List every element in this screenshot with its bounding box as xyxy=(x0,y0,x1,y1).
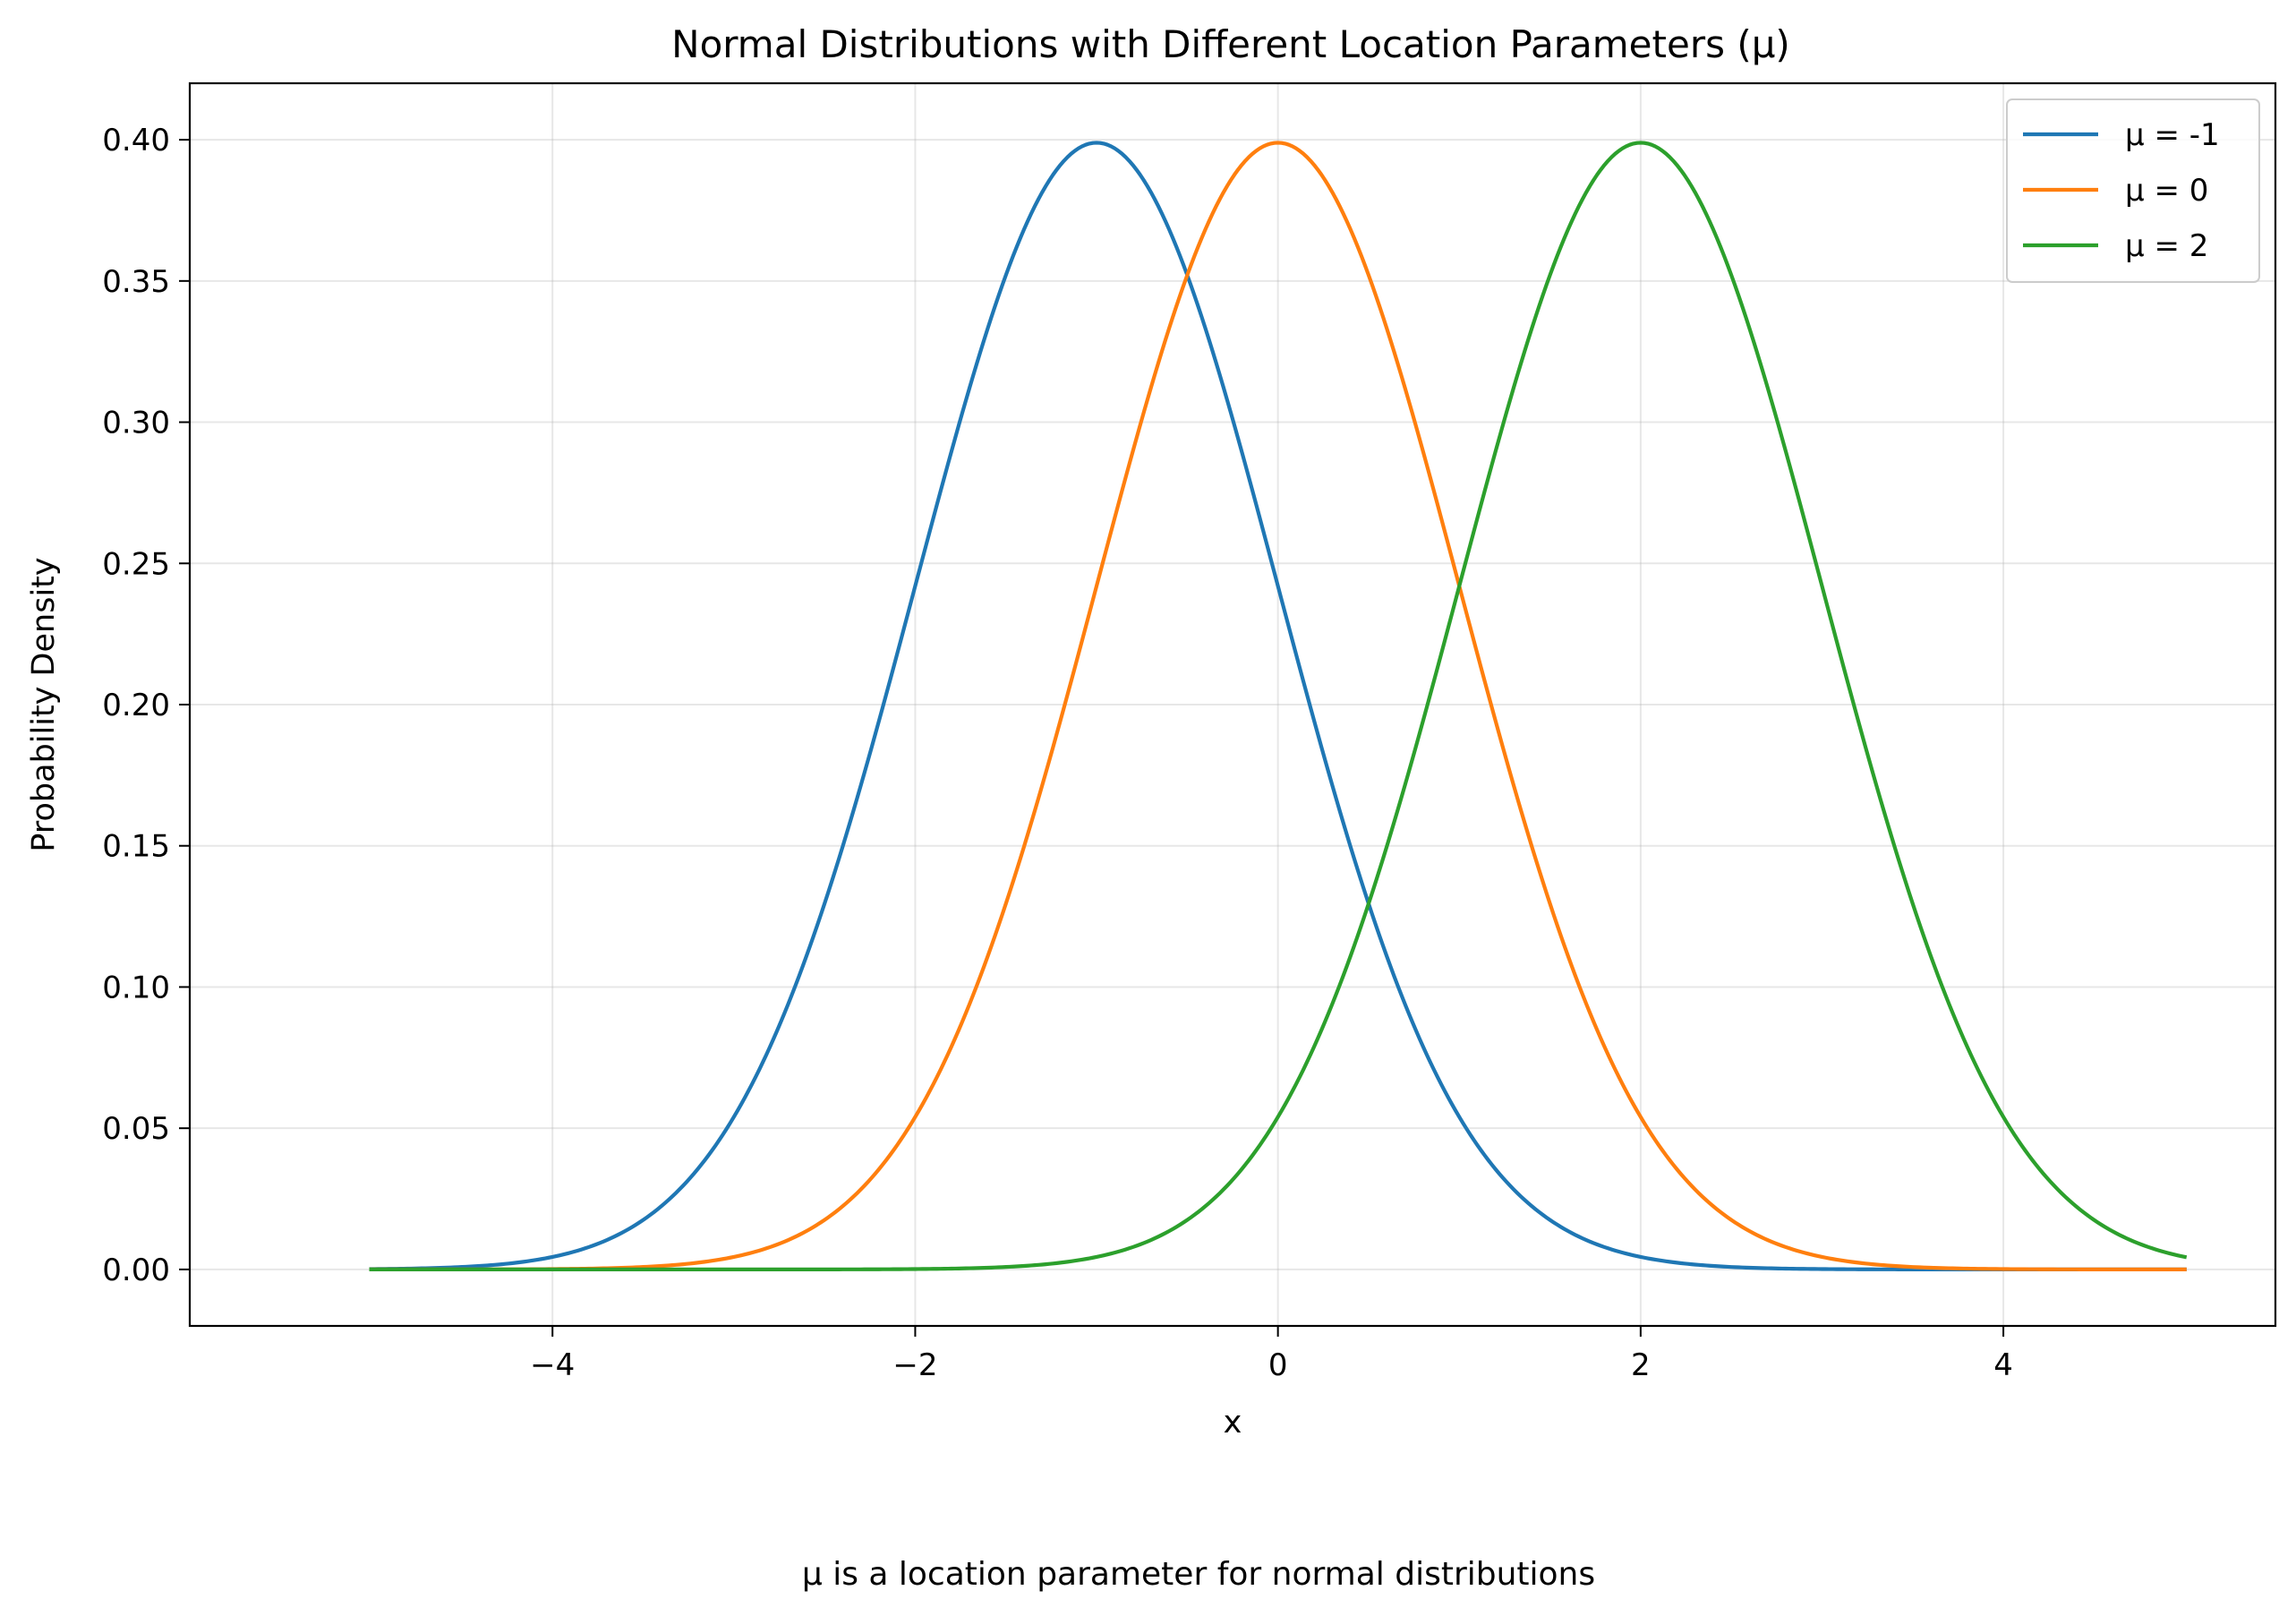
legend-label: μ = 2 xyxy=(2125,228,2208,264)
x-tick-label: 2 xyxy=(1631,1347,1651,1383)
legend-items: μ = -1 μ = 0 μ = 2 xyxy=(2023,117,2220,264)
series-line-1 xyxy=(369,141,2187,1272)
y-tick-label: 0.35 xyxy=(102,264,170,300)
legend-box xyxy=(2006,98,2260,283)
x-tick-label: 0 xyxy=(1268,1347,1288,1383)
y-tick-label: 0.25 xyxy=(102,546,170,582)
y-axis-label: Probability Density xyxy=(26,557,62,851)
chart-caption: μ is a location parameter for normal dis… xyxy=(802,1556,1595,1593)
plot-area xyxy=(188,81,2277,1328)
y-tick-label: 0.40 xyxy=(102,123,170,158)
x-axis-ticks: −4 −2 0 2 4 xyxy=(530,1326,2013,1383)
legend-label: μ = -1 xyxy=(2125,117,2220,153)
series-line-3 xyxy=(369,141,2188,1272)
legend: μ = -1 μ = 0 μ = 2 xyxy=(2006,98,2260,283)
y-tick-label: 0.05 xyxy=(102,1111,170,1147)
y-axis-ticks: 0.00 0.05 0.10 0.15 0.20 0.25 0.30 0.35 0.40 xyxy=(102,123,190,1288)
y-tick-label: 0.10 xyxy=(102,970,170,1005)
series-line-2 xyxy=(369,141,2187,1272)
series-lines xyxy=(369,141,2188,1272)
x-tick-label: −2 xyxy=(892,1347,937,1383)
y-tick-label: 0.15 xyxy=(102,829,170,865)
y-tick-label: 0.20 xyxy=(102,688,170,723)
y-tick-label: 0.00 xyxy=(102,1253,170,1288)
legend-label: μ = 0 xyxy=(2125,173,2208,209)
y-tick-label: 0.30 xyxy=(102,406,170,441)
x-tick-label: 4 xyxy=(1993,1347,2013,1383)
chart-title: Normal Distributions with Different Loca… xyxy=(671,22,1790,66)
x-axis-label: x xyxy=(1224,1405,1242,1441)
x-tick-label: −4 xyxy=(530,1347,575,1383)
